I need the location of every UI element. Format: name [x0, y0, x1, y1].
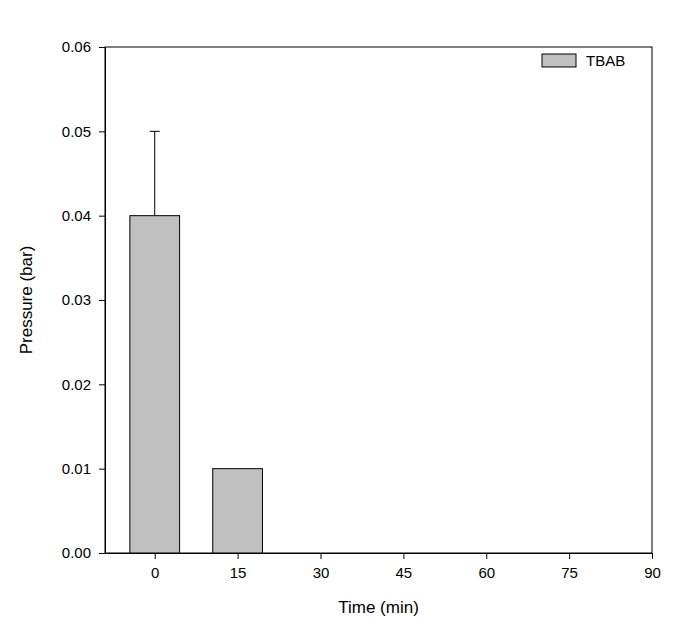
y-tick-mark	[99, 469, 105, 470]
y-tick: 0.00	[62, 544, 105, 561]
x-tick: 45	[396, 553, 413, 581]
y-tick: 0.02	[62, 376, 105, 393]
bar	[379, 553, 429, 554]
legend: TBAB	[542, 52, 625, 69]
chart: 01530456075900.000.010.020.030.040.050.0…	[0, 0, 689, 635]
x-axis: 0 15 30 45 60 75 90	[106, 553, 661, 581]
x-tick-mark	[569, 553, 570, 559]
y-tick-mark	[99, 384, 105, 385]
x-tick: 0	[151, 553, 159, 581]
x-axis-line	[106, 553, 653, 554]
y-tick-label: 0.04	[62, 207, 91, 224]
x-tick-label: 75	[561, 564, 578, 581]
y-axis: 0.00 0.01 0.02 0.03 0.04 0.05 0.06	[62, 38, 106, 561]
y-tick-label: 0.05	[62, 123, 91, 140]
x-tick: 15	[230, 553, 247, 581]
x-tick-mark	[486, 553, 487, 559]
x-tick-label: 15	[230, 564, 247, 581]
x-tick-mark	[238, 553, 239, 559]
y-tick-label: 0.01	[62, 460, 91, 477]
bar	[130, 216, 180, 553]
x-tick-mark	[403, 553, 404, 559]
y-axis-title: Pressure (bar)	[17, 246, 36, 355]
x-tick-label: 60	[478, 564, 495, 581]
x-tick: 75	[561, 553, 578, 581]
y-tick-label: 0.00	[62, 544, 91, 561]
plot-frame	[105, 47, 652, 553]
y-tick-label: 0.03	[62, 291, 91, 308]
legend-label: TBAB	[586, 52, 625, 69]
x-tick: 30	[313, 553, 330, 581]
x-tick-label: 45	[396, 564, 413, 581]
y-tick-mark	[99, 131, 105, 132]
x-tick-label: 30	[313, 564, 330, 581]
y-tick: 0.01	[62, 460, 105, 477]
y-tick-mark	[99, 216, 105, 217]
x-tick: 90	[644, 553, 661, 581]
y-tick-mark	[99, 553, 105, 554]
bar	[213, 469, 263, 553]
x-tick-mark	[320, 553, 321, 559]
y-tick: 0.06	[62, 38, 105, 55]
error-cap	[150, 131, 160, 132]
bar	[461, 553, 511, 554]
y-tick-mark	[99, 47, 105, 48]
bar	[544, 553, 594, 554]
legend-swatch	[542, 54, 576, 67]
y-axis-line	[105, 48, 106, 554]
y-tick-label: 0.06	[62, 38, 91, 55]
x-tick-label: 90	[644, 564, 661, 581]
y-tick: 0.03	[62, 291, 105, 308]
x-tick-label: 0	[151, 564, 159, 581]
x-tick: 60	[478, 553, 495, 581]
y-tick: 0.04	[62, 207, 105, 224]
y-tick: 0.05	[62, 123, 105, 140]
plot: 01530456075900.000.010.020.030.040.050.0…	[62, 38, 661, 580]
error-line	[154, 131, 155, 215]
y-tick-label: 0.02	[62, 376, 91, 393]
x-tick-mark	[155, 553, 156, 559]
marks	[130, 131, 263, 553]
x-tick-mark	[652, 553, 653, 559]
y-tick-mark	[99, 300, 105, 301]
bar	[296, 553, 346, 554]
x-axis-title: Time (min)	[338, 598, 419, 617]
error-bar	[150, 131, 160, 215]
